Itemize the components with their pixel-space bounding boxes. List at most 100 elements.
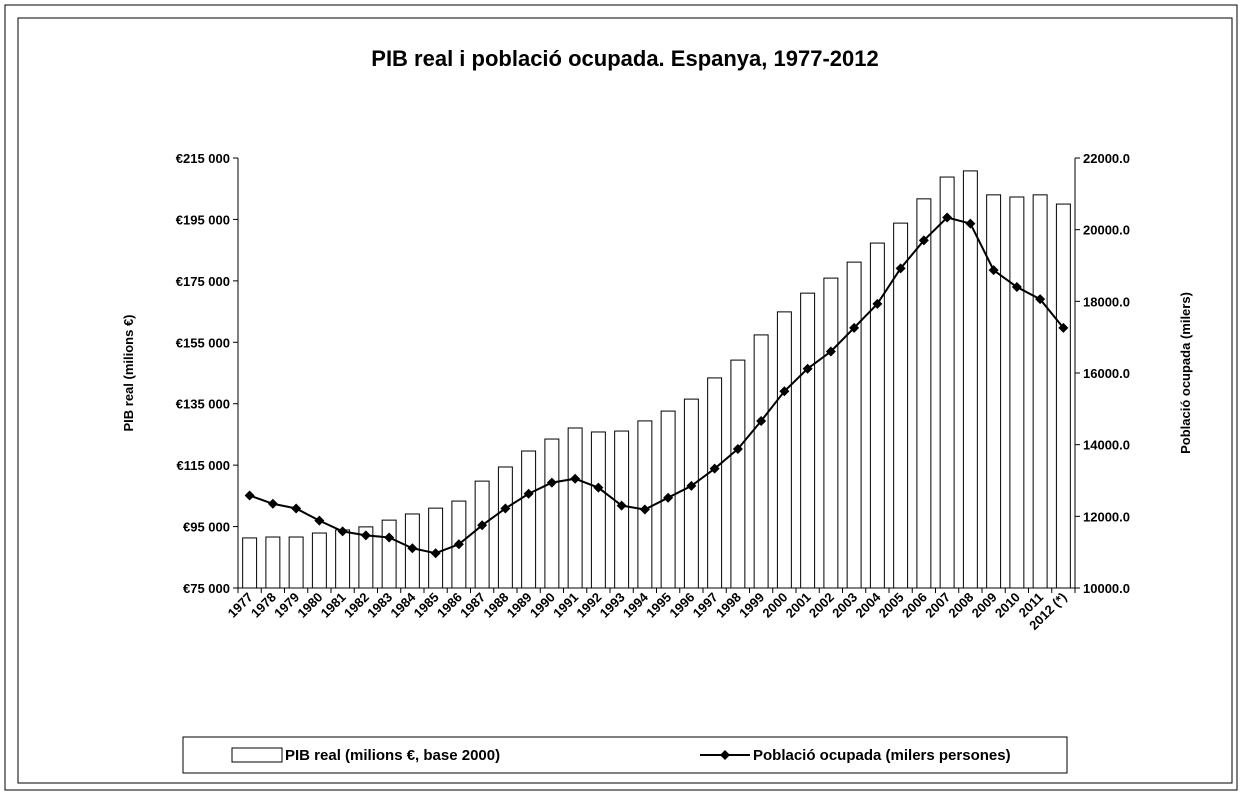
y2-tick-label: 12000.0 — [1083, 509, 1130, 524]
marker — [779, 386, 790, 397]
x-tick-label: 1995 — [643, 590, 674, 621]
bar — [590, 431, 606, 589]
marker — [639, 504, 650, 515]
bar — [846, 261, 862, 589]
bar — [311, 532, 327, 589]
x-tick-label: 1998 — [713, 590, 744, 621]
x-tick-label: 2004 — [852, 589, 884, 621]
x-tick-label: 1999 — [736, 590, 767, 621]
y-tick-label: €75 000 — [183, 581, 230, 596]
bar — [962, 170, 978, 589]
x-tick-label: 2003 — [829, 590, 860, 621]
y-tick-label: €135 000 — [176, 397, 230, 412]
marker — [360, 530, 371, 541]
x-tick-label: 1991 — [550, 590, 581, 621]
x-tick-label: 2008 — [945, 590, 976, 621]
x-tick-label: 1989 — [504, 590, 535, 621]
x-tick-label: 2007 — [922, 590, 953, 621]
y2-tick-label: 20000.0 — [1083, 223, 1130, 238]
bar — [637, 420, 653, 589]
legend-label: PIB real (milions €, base 2000) — [285, 747, 500, 764]
bar — [986, 194, 1002, 589]
y-tick-label: €155 000 — [176, 335, 230, 350]
marker — [732, 443, 743, 454]
bar — [265, 536, 281, 589]
x-tick-label: 2001 — [783, 590, 814, 621]
marker — [407, 543, 418, 554]
bar — [869, 242, 885, 589]
x-tick-label: 1988 — [480, 590, 511, 621]
bar — [1055, 203, 1071, 589]
bar — [776, 311, 792, 589]
bar — [893, 222, 909, 589]
x-tick-label: 1982 — [341, 590, 372, 621]
bar — [1009, 196, 1025, 589]
marker — [709, 463, 720, 474]
bar — [497, 466, 513, 589]
bar — [381, 519, 397, 589]
y2-tick-label: 22000.0 — [1083, 151, 1130, 166]
bar — [939, 176, 955, 589]
x-tick-label: 1987 — [457, 590, 488, 621]
marker — [593, 482, 604, 493]
bar — [428, 507, 444, 589]
marker — [872, 298, 883, 309]
bar — [474, 480, 490, 589]
marker — [244, 490, 255, 501]
chart-frame — [17, 17, 1233, 784]
legend-swatch — [231, 747, 283, 763]
x-tick-label: 2006 — [899, 590, 930, 621]
bar — [707, 377, 723, 589]
outer-frame — [4, 4, 1238, 791]
y-axis-title: PIB real (milions €) — [121, 314, 136, 431]
marker — [1011, 282, 1022, 292]
x-tick-label: 1979 — [271, 590, 302, 621]
x-tick-label: 1990 — [527, 590, 558, 621]
marker — [477, 520, 488, 531]
marker — [756, 416, 767, 427]
bar — [753, 334, 769, 589]
y2-tick-label: 14000.0 — [1083, 438, 1130, 453]
bar — [242, 537, 258, 589]
legend-box — [182, 736, 1068, 774]
marker — [918, 235, 929, 246]
x-tick-label: 1983 — [364, 590, 395, 621]
marker — [291, 503, 302, 514]
y-tick-label: €175 000 — [176, 274, 230, 289]
marker — [849, 322, 860, 333]
bar — [730, 359, 746, 589]
y2-tick-label: 18000.0 — [1083, 294, 1130, 309]
marker — [988, 265, 999, 276]
x-tick-label: 2005 — [876, 590, 907, 621]
marker — [314, 515, 325, 526]
x-tick-label: 1994 — [620, 589, 652, 621]
marker — [267, 498, 278, 509]
x-tick-label: 2009 — [969, 590, 1000, 621]
bar — [358, 526, 374, 589]
y-tick-label: €115 000 — [176, 458, 230, 473]
y-tick-label: €215 000 — [176, 151, 230, 166]
y2-tick-label: 16000.0 — [1083, 366, 1130, 381]
bar — [683, 398, 699, 589]
x-tick-label: 1986 — [434, 590, 465, 621]
marker — [453, 539, 464, 550]
marker — [616, 500, 627, 511]
marker — [942, 212, 953, 223]
marker — [802, 363, 813, 374]
bar — [544, 438, 560, 589]
x-tick-label: 2010 — [992, 590, 1023, 621]
x-tick-label: 1985 — [411, 590, 442, 621]
legend-marker — [720, 750, 730, 760]
marker — [546, 477, 557, 488]
y-tick-label: €95 000 — [183, 520, 230, 535]
x-tick-label: 1978 — [248, 590, 279, 621]
marker — [384, 532, 395, 543]
x-tick-label: 1993 — [597, 590, 628, 621]
marker — [523, 488, 534, 499]
y2-tick-label: 10000.0 — [1083, 581, 1130, 596]
x-tick-label: 1997 — [690, 590, 721, 621]
bar — [1032, 194, 1048, 589]
x-tick-label: 1981 — [318, 590, 349, 621]
legend-label: Població ocupada (milers persones) — [753, 747, 1011, 764]
